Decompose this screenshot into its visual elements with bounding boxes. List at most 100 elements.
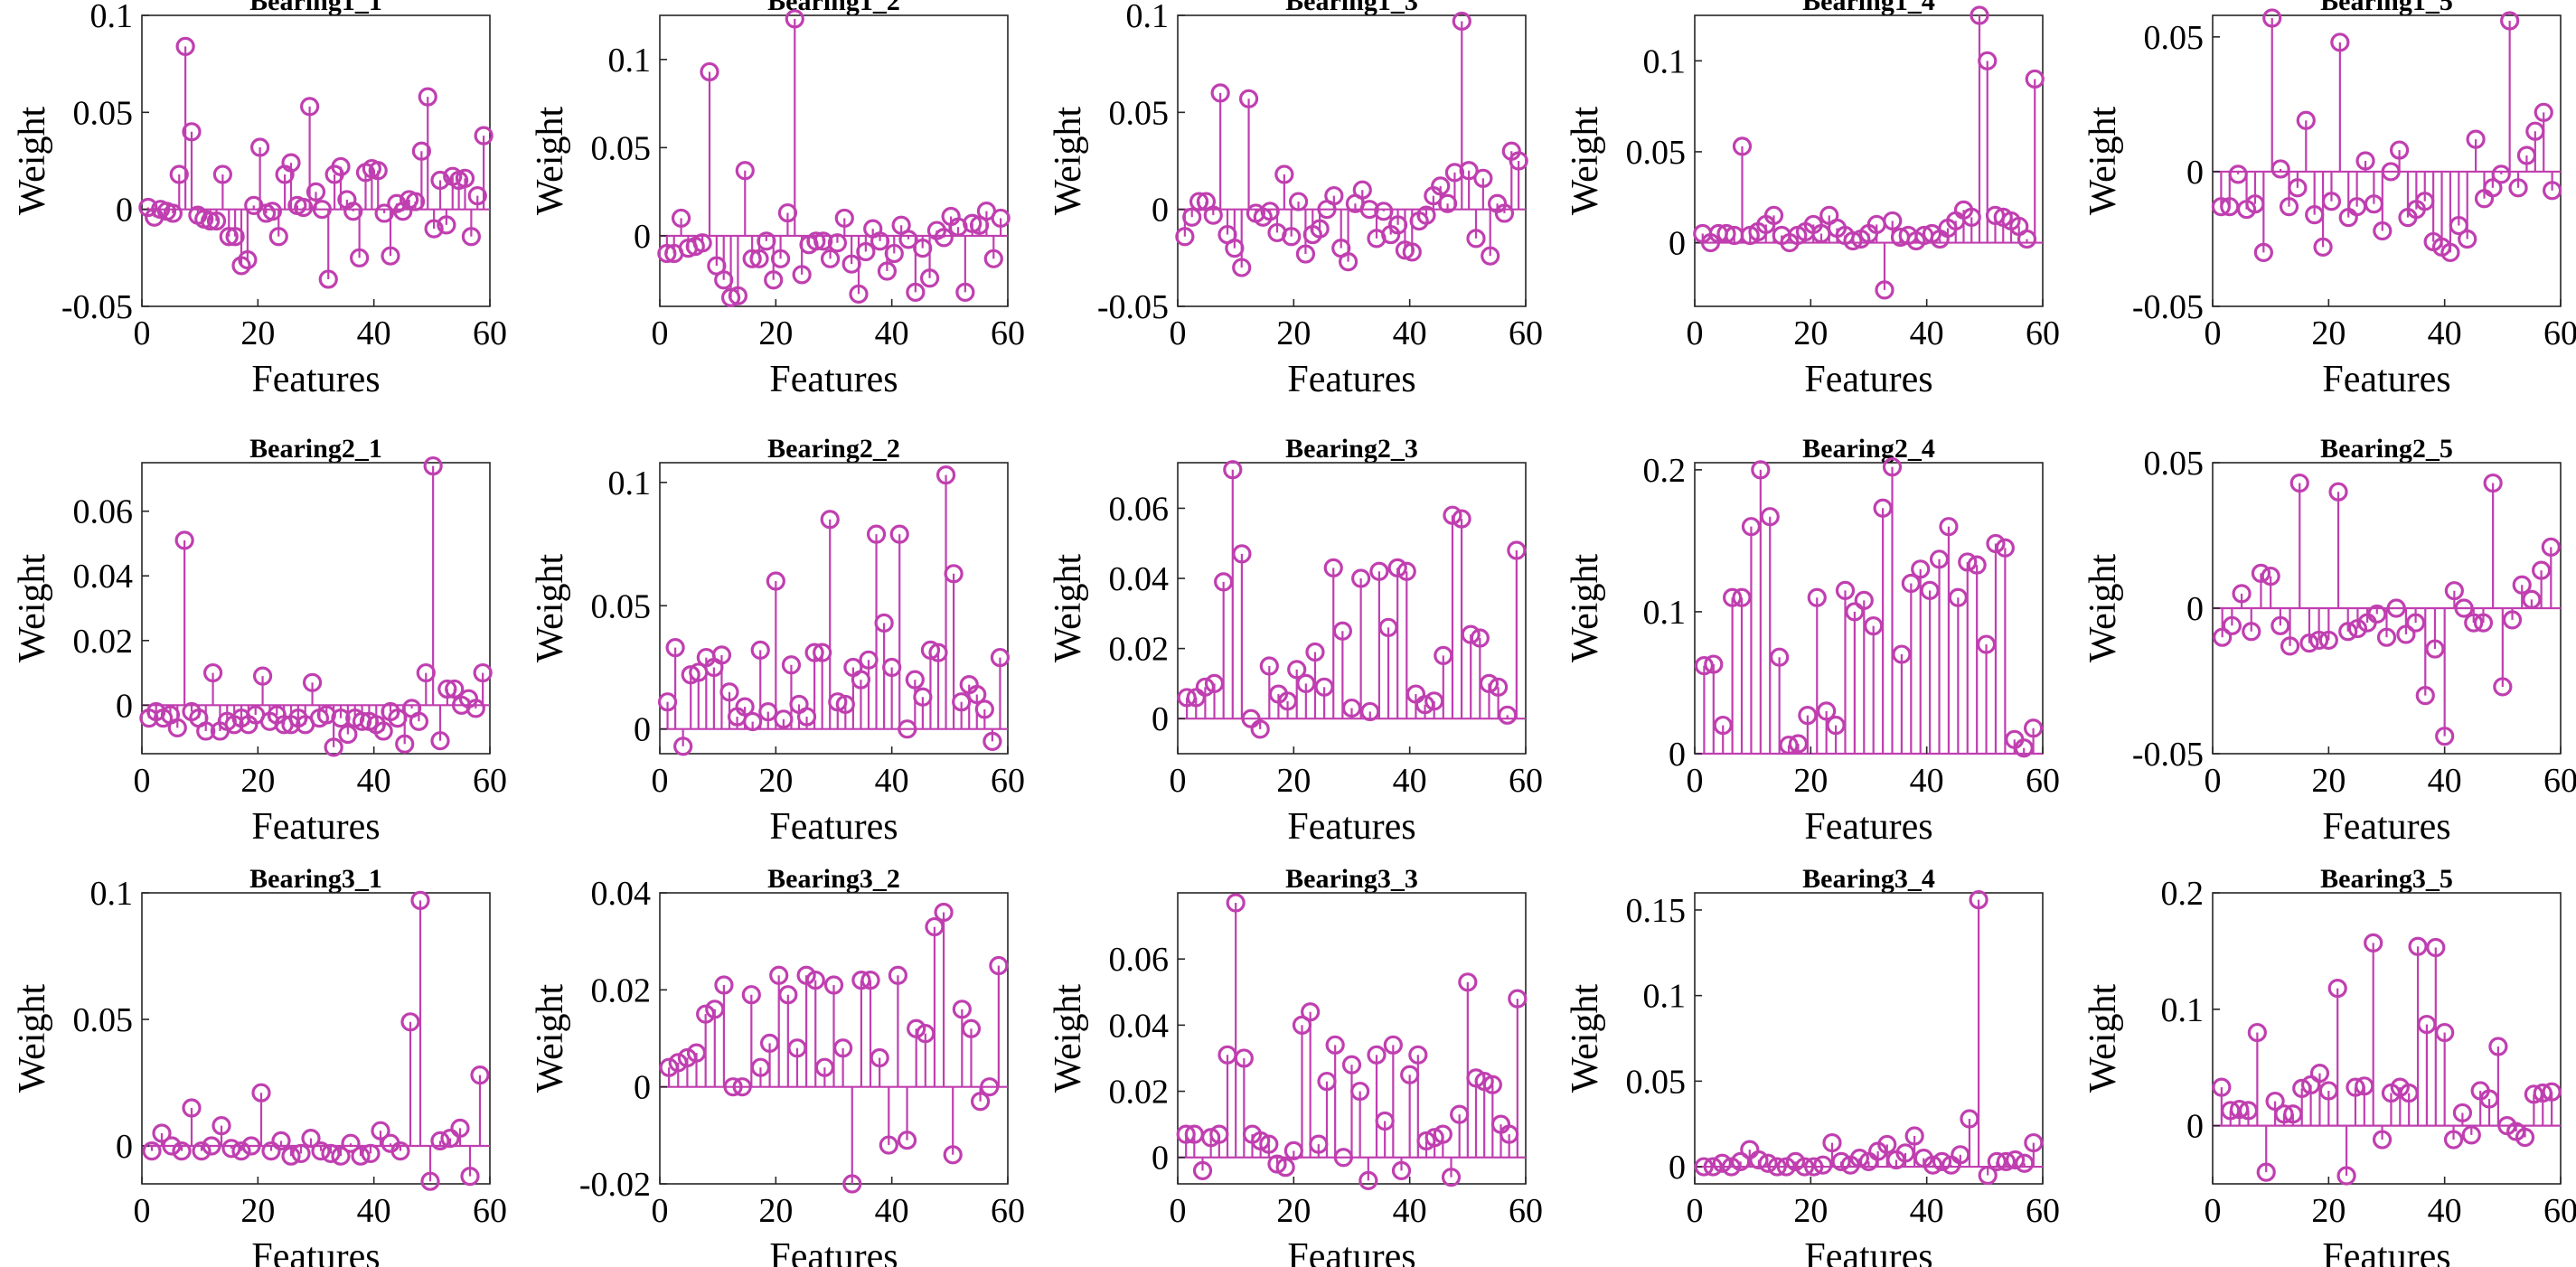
stem-marker <box>879 1135 898 1155</box>
stem-marker <box>2213 627 2233 647</box>
stem-marker <box>851 970 871 990</box>
stem-marker <box>196 721 216 741</box>
stem-marker <box>2376 627 2397 647</box>
stem-marker <box>1323 558 1343 577</box>
x-tick-label: 20 <box>1276 762 1311 800</box>
stem-marker <box>2500 11 2520 31</box>
stem-marker <box>2309 630 2329 651</box>
x-tick-label: 20 <box>2311 1192 2346 1230</box>
stem-marker <box>714 270 734 290</box>
stem-marker <box>1770 647 1790 667</box>
stem-marker <box>440 1128 460 1149</box>
stem-marker <box>2452 1103 2473 1123</box>
stem-marker <box>1758 1153 1778 1173</box>
stem-marker <box>343 202 363 221</box>
stem-marker <box>1234 1048 1254 1068</box>
y-tick-label: 0.02 <box>1109 1074 1170 1112</box>
stem-marker <box>2023 718 2044 738</box>
panel-title: Bearing1_5 <box>2320 0 2453 16</box>
stem-marker <box>1849 1148 1869 1168</box>
y-tick-label: 0.02 <box>591 971 652 1009</box>
stem-marker <box>1226 893 1246 913</box>
x-tick-label: 40 <box>2428 1192 2462 1230</box>
stem-marker <box>1694 1157 1714 1177</box>
stem-marker <box>2532 560 2552 580</box>
stem-marker <box>388 709 408 728</box>
y-tick-label: 0 <box>1152 192 1169 230</box>
subplot-bearing2-2: Bearing2_2 0 20 40 60 0 0.05 0.1 Features Weight <box>530 434 1025 848</box>
y-tick-label: -0.05 <box>2132 288 2204 326</box>
stem-marker <box>1452 11 1471 32</box>
stem-marker <box>692 233 712 253</box>
x-tick-label: 40 <box>1393 1192 1427 1230</box>
x-tick-label: 40 <box>875 314 909 352</box>
y-tick-label: 0.05 <box>591 129 652 167</box>
stem-marker <box>300 97 320 117</box>
stem-marker <box>371 1121 390 1140</box>
y-tick-label: 0.2 <box>1643 452 1687 490</box>
y-axis-label: Weight <box>2082 554 2124 663</box>
stem-marker <box>172 1140 192 1161</box>
stem-marker <box>2006 1150 2026 1170</box>
stem-marker <box>1177 688 1197 708</box>
stem-marker <box>2015 1153 2035 1173</box>
stem-marker <box>1875 280 1894 300</box>
stem-marker <box>1192 1160 1213 1180</box>
stem-marker <box>1967 555 1987 575</box>
stem-marker <box>777 202 798 223</box>
stem-marker <box>1295 244 1316 264</box>
x-axis-label: Features <box>251 359 380 400</box>
x-tick-label: 20 <box>1276 314 1311 352</box>
stem-marker <box>1260 202 1280 221</box>
panel-title: Bearing3_5 <box>2320 864 2453 894</box>
stem-marker <box>2367 604 2387 624</box>
axes-frame <box>141 892 491 1185</box>
stem-marker <box>764 270 784 290</box>
x-tick-label: 20 <box>240 1192 275 1230</box>
stem-marker <box>1359 200 1379 220</box>
stem-marker <box>1807 587 1827 607</box>
stem-marker <box>735 697 755 717</box>
stem-marker <box>1826 715 1846 736</box>
stem-marker <box>1494 203 1515 223</box>
stem-marker <box>2443 1130 2464 1150</box>
stem-marker <box>2256 1162 2276 1182</box>
stem-marker <box>2435 1022 2455 1043</box>
stem-marker <box>1301 1002 1321 1022</box>
x-tick-label: 0 <box>652 314 669 352</box>
y-tick-label: 0 <box>2186 154 2204 192</box>
stem-marker <box>2386 598 2406 618</box>
stem-marker <box>907 1018 926 1038</box>
stem-marker <box>974 699 994 719</box>
y-tick-label: 0.04 <box>591 875 652 913</box>
stem-marker <box>1723 587 1743 607</box>
stem-marker <box>2372 1130 2393 1150</box>
stem-marker <box>430 1131 450 1151</box>
panel-title: Bearing3_2 <box>767 864 900 894</box>
y-tick-label: 0.04 <box>73 558 134 596</box>
stem-marker <box>1794 1157 1815 1177</box>
y-tick-label: 0.06 <box>1109 490 1170 528</box>
x-tick-label: 40 <box>1393 314 1427 352</box>
axes-frame <box>659 462 1009 755</box>
stem-marker <box>659 1057 679 1077</box>
stem-marker <box>373 721 393 741</box>
stem-marker <box>1822 1132 1842 1153</box>
stem-marker <box>849 284 869 304</box>
y-tick-label: 0.2 <box>2161 875 2205 913</box>
stem-marker <box>983 249 1003 268</box>
stem-marker <box>2461 1125 2481 1145</box>
subplot-bearing3-5: Bearing3_5 0 20 40 60 0 0.1 0.2 Features Weight <box>2082 864 2576 1267</box>
stem-marker <box>2262 8 2282 28</box>
stem-marker <box>2389 140 2410 160</box>
stem-marker <box>814 1057 834 1077</box>
stem-marker <box>474 126 494 145</box>
stem-marker <box>306 182 326 202</box>
stem-marker <box>2247 1022 2267 1043</box>
stem-marker <box>952 1000 972 1019</box>
x-tick-label: 0 <box>134 314 151 352</box>
stem-marker <box>1203 205 1223 225</box>
stem-marker <box>1845 602 1865 622</box>
panel-title: Bearing2_5 <box>2320 434 2453 464</box>
stem-marker <box>750 640 770 660</box>
